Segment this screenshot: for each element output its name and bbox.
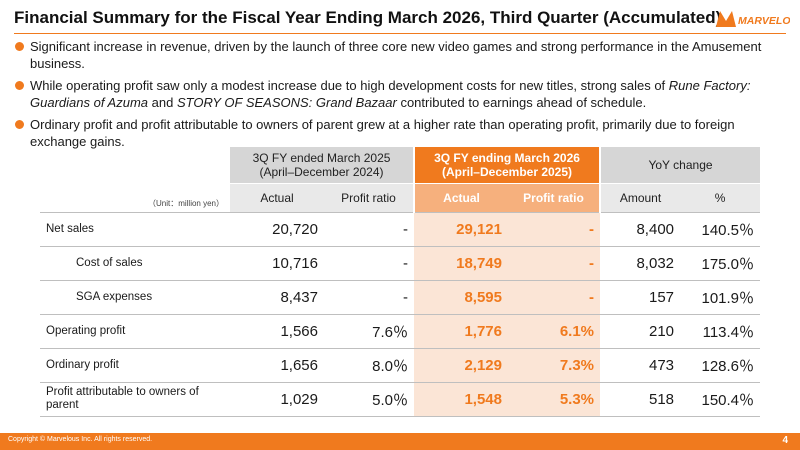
- prev-actual: 1,029: [230, 382, 324, 417]
- col-curr-actual: Actual: [414, 183, 508, 212]
- table-row: Cost of sales 10,716 - 18,749 - 8,032 17…: [40, 246, 761, 281]
- yoy-amount: 157: [600, 280, 681, 315]
- yoy-pct: 113.4％: [680, 314, 761, 349]
- yoy-pct: 150.4％: [680, 382, 761, 417]
- bullet-text: and: [148, 95, 177, 110]
- page-title: Financial Summary for the Fiscal Year En…: [14, 8, 722, 27]
- yoy-amount: 210: [600, 314, 681, 349]
- yoy-amount: 518: [600, 382, 681, 417]
- bullet-text: Significant increase in revenue, driven …: [30, 39, 762, 71]
- financial-table: 3Q FY ended March 2025 (April–December 2…: [40, 147, 761, 417]
- prev-actual: 1,566: [230, 314, 324, 349]
- header-curr-period: 3Q FY ending March 2026 (April–December …: [414, 147, 602, 184]
- curr-ratio: 7.3%: [508, 348, 601, 383]
- prev-ratio: -: [324, 211, 414, 247]
- title-divider: [14, 33, 786, 34]
- yoy-amount: 473: [600, 348, 681, 383]
- bullet-dot-icon: [15, 120, 24, 129]
- table-row: SGA expenses 8,437 - 8,595 - 157 101.9％: [40, 280, 761, 315]
- curr-actual: 18,749: [414, 246, 508, 281]
- curr-ratio: -: [508, 211, 601, 247]
- unit-note: （Unit：million yen）: [147, 198, 224, 208]
- prev-actual: 10,716: [230, 246, 324, 281]
- prev-actual: 20,720: [230, 211, 324, 247]
- curr-actual: 2,129: [414, 348, 508, 383]
- row-label: Net sales: [40, 211, 230, 247]
- game-title: STORY OF SEASONS: Grand Bazaar: [176, 95, 397, 110]
- curr-actual: 8,595: [414, 280, 508, 315]
- table-row: Net sales 20,720 - 29,121 - 8,400 140.5％: [40, 211, 761, 247]
- bullet-item: Ordinary profit and profit attributable …: [14, 116, 784, 150]
- col-prev-actual: Actual: [230, 183, 324, 212]
- header-prev-line1: 3Q FY ended March 2025: [252, 151, 391, 165]
- row-label: Operating profit: [40, 314, 230, 349]
- marvelous-logo: MARVELOUS: [716, 11, 790, 27]
- yoy-amount: 8,032: [600, 246, 681, 281]
- header-prev-period: 3Q FY ended March 2025 (April–December 2…: [230, 147, 415, 184]
- curr-ratio: -: [508, 280, 601, 315]
- curr-actual: 1,776: [414, 314, 508, 349]
- col-curr-ratio: Profit ratio: [508, 183, 602, 212]
- prev-ratio: 5.0％: [324, 382, 414, 417]
- bullet-item: While operating profit saw only a modest…: [14, 77, 784, 111]
- col-pct: %: [680, 183, 761, 212]
- header-yoy-change: YoY change: [600, 147, 761, 184]
- yoy-pct: 128.6％: [680, 348, 761, 383]
- table-corner: [40, 147, 230, 184]
- game-title: Rune Factory: Guardians of Azuma: [30, 78, 751, 110]
- row-label: Cost of sales: [40, 246, 230, 281]
- bullet-dot-icon: [15, 42, 24, 51]
- table-row: Ordinary profit 1,656 8.0％ 2,129 7.3% 47…: [40, 348, 761, 383]
- yoy-pct: 140.5％: [680, 211, 761, 247]
- row-label: Ordinary profit: [40, 348, 230, 383]
- table-row: Operating profit 1,566 7.6％ 1,776 6.1% 2…: [40, 314, 761, 349]
- curr-actual: 1,548: [414, 382, 508, 417]
- prev-ratio: 7.6％: [324, 314, 414, 349]
- bullet-text: contributed to earnings ahead of schedul…: [396, 95, 647, 110]
- header-prev-line2: (April–December 2024): [259, 165, 384, 179]
- prev-ratio: -: [324, 246, 414, 281]
- bullet-text: Ordinary profit and profit attributable …: [30, 117, 735, 149]
- bullet-item: Significant increase in revenue, driven …: [14, 38, 784, 72]
- header-curr-line1: 3Q FY ending March 2026: [434, 151, 580, 165]
- page-number: 4: [782, 435, 788, 446]
- col-amount: Amount: [600, 183, 681, 212]
- curr-ratio: -: [508, 246, 601, 281]
- yoy-amount: 8,400: [600, 211, 681, 247]
- summary-bullets: Significant increase in revenue, driven …: [14, 38, 784, 155]
- curr-actual: 29,121: [414, 211, 508, 247]
- curr-ratio: 6.1%: [508, 314, 601, 349]
- curr-ratio: 5.3%: [508, 382, 601, 417]
- svg-text:MARVELOUS: MARVELOUS: [738, 15, 790, 27]
- bullet-dot-icon: [15, 81, 24, 90]
- footer-bar: Copyright © Marvelous Inc. All rights re…: [0, 433, 800, 450]
- yoy-pct: 101.9％: [680, 280, 761, 315]
- row-label: Profit attributable to owners of parent: [40, 382, 230, 417]
- prev-ratio: 8.0％: [324, 348, 414, 383]
- prev-ratio: -: [324, 280, 414, 315]
- col-prev-ratio: Profit ratio: [324, 183, 415, 212]
- header-curr-line2: (April–December 2025): [441, 165, 573, 179]
- copyright-text: Copyright © Marvelous Inc. All rights re…: [8, 436, 153, 443]
- yoy-pct: 175.0％: [680, 246, 761, 281]
- table-row: Profit attributable to owners of parent …: [40, 382, 761, 417]
- prev-actual: 8,437: [230, 280, 324, 315]
- row-label: SGA expenses: [40, 280, 230, 315]
- prev-actual: 1,656: [230, 348, 324, 383]
- bullet-text: While operating profit saw only a modest…: [30, 78, 669, 93]
